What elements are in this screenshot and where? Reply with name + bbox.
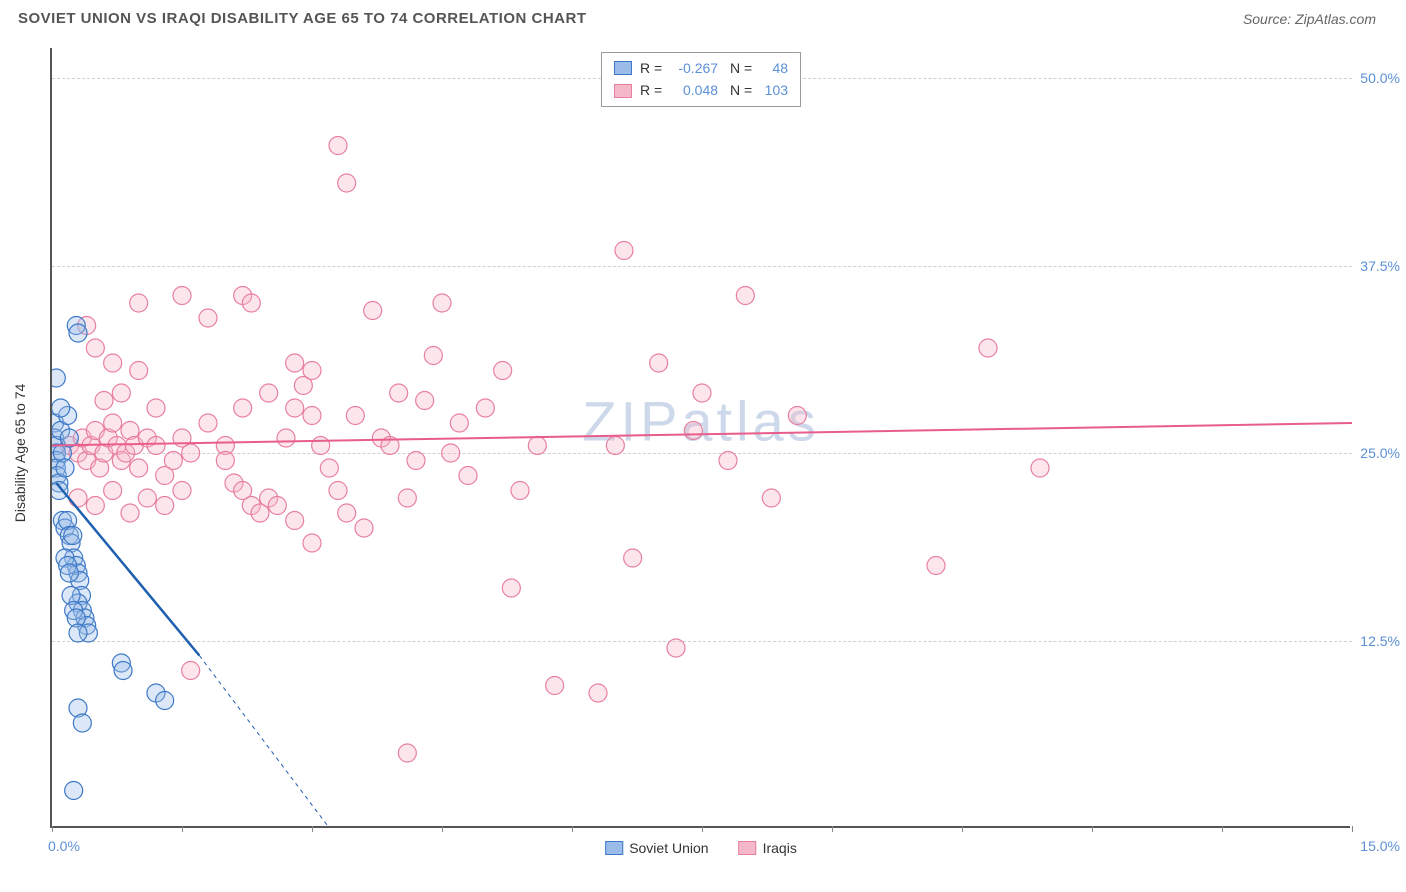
x-start-label: 0.0% [48,838,80,854]
x-end-label: 15.0% [1360,838,1400,854]
legend-swatch-iraqi [739,841,757,855]
legend-label-iraqi: Iraqis [763,840,797,856]
legend-swatch-soviet [605,841,623,855]
stats-legend: R = -0.267 N = 48 R = 0.048 N = 103 [601,52,801,107]
y-tick-label: 37.5% [1350,258,1400,274]
plot-area: ZIPatlas R = -0.267 N = 48 R = 0.048 N =… [50,48,1350,828]
n-value-iraqi: 103 [758,79,788,101]
r-value-iraqi: 0.048 [668,79,718,101]
stats-row-soviet: R = -0.267 N = 48 [614,57,788,79]
y-tick-label: 12.5% [1350,633,1400,649]
chart-title: SOVIET UNION VS IRAQI DISABILITY AGE 65 … [18,10,587,27]
legend-label-soviet: Soviet Union [629,840,708,856]
source-credit: Source: ZipAtlas.com [1243,11,1376,27]
r-value-soviet: -0.267 [668,57,718,79]
swatch-soviet [614,61,632,75]
correlation-chart: Disability Age 65 to 74 ZIPatlas R = -0.… [50,48,1390,858]
legend-item-soviet: Soviet Union [605,840,708,856]
legend-item-iraqi: Iraqis [739,840,797,856]
stats-row-iraqi: R = 0.048 N = 103 [614,79,788,101]
y-tick-label: 25.0% [1350,445,1400,461]
series-legend: Soviet Union Iraqis [605,840,797,856]
y-tick-label: 50.0% [1350,70,1400,86]
x-tick [1352,826,1353,832]
y-axis-title: Disability Age 65 to 74 [12,384,28,523]
swatch-iraqi [614,84,632,98]
n-value-soviet: 48 [758,57,788,79]
scatter-svg [52,48,1352,828]
